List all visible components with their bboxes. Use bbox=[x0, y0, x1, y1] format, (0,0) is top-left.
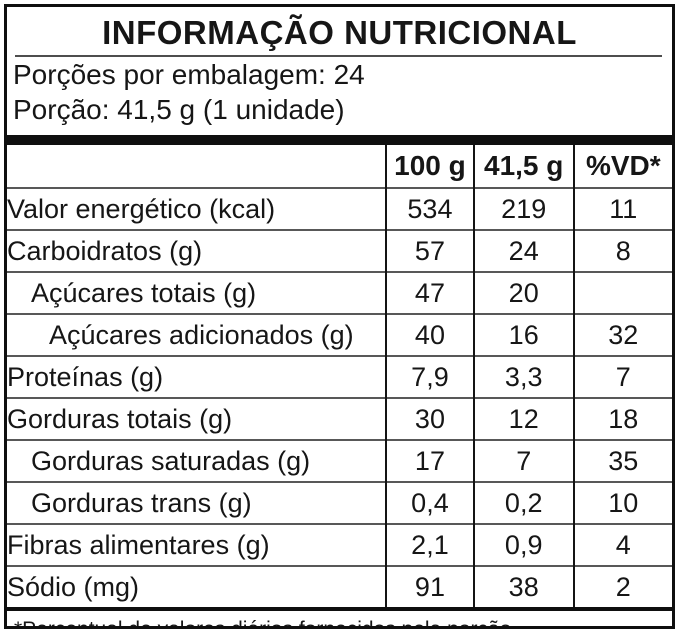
daily-value-footnote: *Percentual de valores diários fornecido… bbox=[7, 611, 672, 626]
nutrient-label: Gorduras trans (g) bbox=[7, 481, 387, 524]
footnote-separator-rule bbox=[7, 607, 672, 611]
servings-per-package: Porções por embalagem: 24 bbox=[13, 59, 365, 90]
nutrient-label: Açúcares totais (g) bbox=[7, 271, 387, 314]
nutrient-label: Fibras alimentares (g) bbox=[7, 523, 387, 566]
value-daily-percent: 8 bbox=[572, 229, 672, 272]
value-per-portion: 38 bbox=[472, 565, 574, 607]
nutrient-label: Valor energético (kcal) bbox=[7, 187, 387, 230]
value-per-portion: 20 bbox=[472, 271, 574, 314]
value-daily-percent: 7 bbox=[572, 355, 672, 398]
nutrient-row-acucares-totais: Açúcares totais (g) 47 20 bbox=[7, 271, 672, 314]
nutrient-row-gorduras-saturadas: Gorduras saturadas (g) 17 7 35 bbox=[7, 439, 672, 482]
nutrition-facts-label: INFORMAÇÃO NUTRICIONAL Porções por embal… bbox=[4, 4, 675, 629]
value-per-100g: 47 bbox=[385, 271, 474, 314]
value-per-100g: 30 bbox=[385, 397, 474, 440]
value-per-100g: 7,9 bbox=[385, 355, 474, 398]
value-daily-percent bbox=[572, 271, 672, 314]
value-per-portion: 12 bbox=[472, 397, 574, 440]
column-header-100g: 100 g bbox=[385, 145, 474, 188]
value-per-100g: 0,4 bbox=[385, 481, 474, 524]
value-per-100g: 91 bbox=[385, 565, 474, 607]
nutrient-label: Carboidratos (g) bbox=[7, 229, 387, 272]
nutrient-row-gorduras-totais: Gorduras totais (g) 30 12 18 bbox=[7, 397, 672, 440]
value-per-portion: 0,2 bbox=[472, 481, 574, 524]
header-spacer bbox=[7, 145, 386, 188]
nutrient-row-acucares-adicionados: Açúcares adicionados (g) 40 16 32 bbox=[7, 313, 672, 356]
value-per-portion: 7 bbox=[472, 439, 574, 482]
title-divider bbox=[15, 55, 662, 57]
value-daily-percent: 2 bbox=[572, 565, 672, 607]
nutrient-label: Açúcares adicionados (g) bbox=[7, 313, 387, 356]
value-daily-percent: 10 bbox=[572, 481, 672, 524]
value-per-100g: 17 bbox=[385, 439, 474, 482]
value-daily-percent: 4 bbox=[572, 523, 672, 566]
value-per-portion: 3,3 bbox=[472, 355, 574, 398]
nutrition-table: 100 g 41,5 g %VD* Valor energético (kcal… bbox=[7, 145, 672, 607]
column-header-portion: 41,5 g bbox=[472, 145, 574, 188]
value-per-portion: 0,9 bbox=[472, 523, 574, 566]
nutrient-row-proteinas: Proteínas (g) 7,9 3,3 7 bbox=[7, 355, 672, 398]
column-header-vd: %VD* bbox=[572, 145, 672, 188]
value-per-portion: 16 bbox=[472, 313, 574, 356]
nutrient-row-energia: Valor energético (kcal) 534 219 11 bbox=[7, 187, 672, 230]
label-title: INFORMAÇÃO NUTRICIONAL bbox=[102, 14, 577, 51]
nutrient-label: Gorduras saturadas (g) bbox=[7, 439, 387, 482]
value-per-portion: 219 bbox=[472, 187, 574, 230]
value-daily-percent: 32 bbox=[572, 313, 672, 356]
nutrient-row-sodio: Sódio (mg) 91 38 2 bbox=[7, 565, 672, 607]
value-per-100g: 534 bbox=[385, 187, 474, 230]
value-per-100g: 57 bbox=[385, 229, 474, 272]
nutrient-row-gorduras-trans: Gorduras trans (g) 0,4 0,2 10 bbox=[7, 481, 672, 524]
value-daily-percent: 35 bbox=[572, 439, 672, 482]
header-separator-bar bbox=[7, 135, 672, 145]
nutrient-label: Gorduras totais (g) bbox=[7, 397, 387, 440]
value-per-100g: 40 bbox=[385, 313, 474, 356]
nutrient-row-carboidratos: Carboidratos (g) 57 24 8 bbox=[7, 229, 672, 272]
nutrient-label: Sódio (mg) bbox=[7, 565, 387, 607]
nutrient-row-fibras: Fibras alimentares (g) 2,1 0,9 4 bbox=[7, 523, 672, 566]
column-header-row: 100 g 41,5 g %VD* bbox=[7, 145, 672, 188]
value-daily-percent: 11 bbox=[572, 187, 672, 230]
value-daily-percent: 18 bbox=[572, 397, 672, 440]
value-per-portion: 24 bbox=[472, 229, 574, 272]
value-per-100g: 2,1 bbox=[385, 523, 474, 566]
nutrient-label: Proteínas (g) bbox=[7, 355, 387, 398]
portion-size: Porção: 41,5 g (1 unidade) bbox=[13, 94, 345, 125]
